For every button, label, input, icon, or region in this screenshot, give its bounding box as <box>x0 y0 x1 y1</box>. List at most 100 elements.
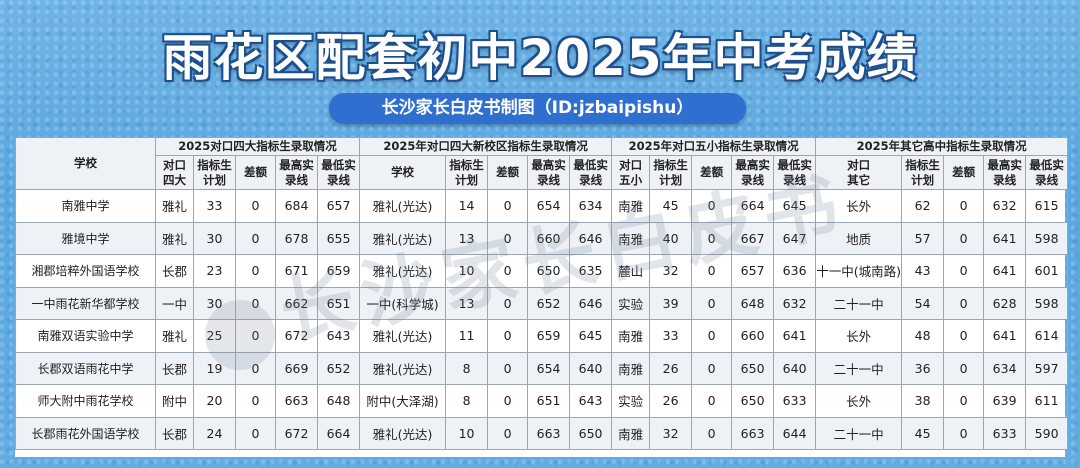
table-cell: 672 <box>275 416 318 450</box>
table-row: 湘郡培粹外国语学校 长郡 23 0 671 659 雅礼(光达) 10 0 650 635 麓山 32 0… <box>15 254 1069 288</box>
group-header-2: 2025年对口四大新校区指标生录取情况 <box>359 137 613 156</box>
table-cell: 麓山 <box>611 254 651 288</box>
table-row: 一中雨花新华都学校 一中 30 0 662 651 一中(科学城) 13 0 652 646 实验 39… <box>15 286 1069 320</box>
table-cell: 30 <box>193 286 236 320</box>
column-header: 差额 <box>235 155 276 190</box>
table-cell: 0 <box>943 254 985 288</box>
table-cell: 644 <box>773 416 817 450</box>
table-row: 师大附中雨花学校 附中 20 0 663 648 附中(大泽湖) 8 0 651 643 实验 26 0 6… <box>15 384 1069 418</box>
column-header: 最高实 录线 <box>275 155 318 190</box>
school-cell: 南雅中学 <box>15 189 156 223</box>
table-cell: 南雅 <box>611 189 651 223</box>
table-cell: 二十一中 <box>815 416 903 450</box>
table-cell: 633 <box>773 384 817 418</box>
table-cell: 643 <box>316 319 361 353</box>
table-cell: 0 <box>487 221 529 255</box>
table-cell: 0 <box>235 319 276 353</box>
table-cell: 659 <box>527 319 571 353</box>
table-cell: 657 <box>316 189 361 223</box>
column-header: 最低实 录线 <box>1025 155 1069 190</box>
table-cell: 0 <box>691 384 733 418</box>
table-cell: 30 <box>193 221 236 255</box>
table-cell: 雅礼(光达) <box>359 221 447 255</box>
table-cell: 雅礼 <box>155 221 194 255</box>
table-cell: 0 <box>487 189 529 223</box>
table-cell: 24 <box>193 416 236 450</box>
table-cell: 672 <box>275 319 318 353</box>
table-cell: 二十一中 <box>815 351 903 385</box>
table-cell: 0 <box>691 254 733 288</box>
column-header: 对口 四大 <box>155 155 194 190</box>
table-cell: 647 <box>773 221 817 255</box>
column-header: 最高实 录线 <box>983 155 1027 190</box>
table-cell: 45 <box>901 416 945 450</box>
table-cell: 0 <box>235 254 276 288</box>
table-cell: 660 <box>527 221 571 255</box>
column-header: 最低实 录线 <box>773 155 817 190</box>
table-cell: 雅礼(光达) <box>359 254 447 288</box>
table-cell: 0 <box>487 286 529 320</box>
table-row: 长郡雨花外国语学校 长郡 24 0 672 664 雅礼(光达) 10 0 663 650 南雅 32 0… <box>15 416 1069 450</box>
table-cell: 0 <box>943 416 985 450</box>
table-cell: 641 <box>983 254 1027 288</box>
table-cell: 57 <box>901 221 945 255</box>
column-header: 最高实 录线 <box>527 155 571 190</box>
results-table-container: 学校 2025对口四大指标生录取情况 2025年对口四大新校区指标生录取情况 2… <box>15 137 1069 457</box>
table-row: 长郡双语雨花中学 长郡 19 0 669 652 雅礼(光达) 8 0 654 640 南雅 26 0 65… <box>15 351 1069 385</box>
table-cell: 南雅 <box>611 221 651 255</box>
table-cell: 40 <box>649 221 693 255</box>
table-cell: 646 <box>569 286 613 320</box>
column-header: 学校 <box>359 155 447 190</box>
table-cell: 0 <box>487 416 529 450</box>
table-cell: 0 <box>691 189 733 223</box>
table-cell: 雅礼(光达) <box>359 416 447 450</box>
table-cell: 636 <box>773 254 817 288</box>
school-cell: 长郡雨花外国语学校 <box>15 416 156 450</box>
table-cell: 641 <box>983 319 1027 353</box>
table-cell: 663 <box>731 416 775 450</box>
school-cell: 雅境中学 <box>15 221 156 255</box>
table-cell: 664 <box>316 416 361 450</box>
table-cell: 0 <box>943 319 985 353</box>
table-cell: 11 <box>445 319 489 353</box>
column-header: 对口 五小 <box>611 155 651 190</box>
table-row: 南雅中学 雅礼 33 0 684 657 雅礼(光达) 14 0 654 634 南雅 45 0 664 64… <box>15 189 1069 223</box>
table-cell: 652 <box>316 351 361 385</box>
column-header: 指标生 计划 <box>193 155 236 190</box>
column-header: 指标生 计划 <box>445 155 489 190</box>
table-cell: 长郡 <box>155 416 194 450</box>
table-cell: 雅礼(光达) <box>359 351 447 385</box>
table-cell: 634 <box>569 189 613 223</box>
table-cell: 实验 <box>611 286 651 320</box>
table-cell: 附中(大泽湖) <box>359 384 447 418</box>
table-cell: 669 <box>275 351 318 385</box>
table-cell: 39 <box>649 286 693 320</box>
table-cell: 0 <box>487 384 529 418</box>
column-header: 最低实 录线 <box>569 155 613 190</box>
table-cell: 南雅 <box>611 351 651 385</box>
table-cell: 648 <box>731 286 775 320</box>
table-cell: 654 <box>527 351 571 385</box>
table-cell: 23 <box>193 254 236 288</box>
table-cell: 667 <box>731 221 775 255</box>
school-cell: 师大附中雨花学校 <box>15 384 156 418</box>
column-header: 指标生 计划 <box>649 155 693 190</box>
table-cell: 639 <box>983 384 1027 418</box>
table-cell: 590 <box>1025 416 1069 450</box>
table-cell: 652 <box>527 286 571 320</box>
table-cell: 645 <box>569 319 613 353</box>
column-header: 差额 <box>487 155 529 190</box>
school-cell: 长郡双语雨花中学 <box>15 351 156 385</box>
table-cell: 南雅 <box>611 319 651 353</box>
table-cell: 660 <box>731 319 775 353</box>
table-cell: 645 <box>773 189 817 223</box>
table-cell: 雅礼(光达) <box>359 319 447 353</box>
table-cell: 13 <box>445 286 489 320</box>
table-cell: 640 <box>569 351 613 385</box>
table-cell: 0 <box>691 416 733 450</box>
table-cell: 43 <box>901 254 945 288</box>
table-cell: 655 <box>316 221 361 255</box>
table-row: 雅境中学 雅礼 30 0 678 655 雅礼(光达) 13 0 660 646 南雅 40 0 667 64… <box>15 221 1069 255</box>
school-cell: 南雅双语实验中学 <box>15 319 156 353</box>
table-cell: 一中(科学城) <box>359 286 447 320</box>
